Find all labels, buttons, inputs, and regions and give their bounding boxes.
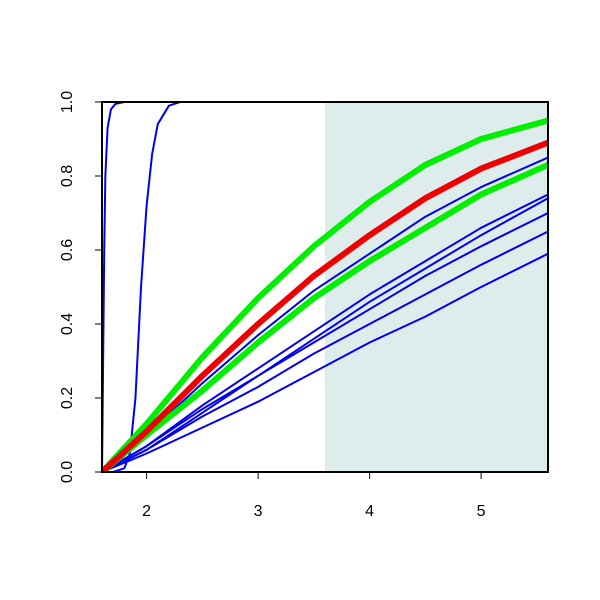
series-line	[102, 230, 548, 472]
y-tick-label: 0.8	[59, 165, 76, 187]
x-tick-label: 2	[142, 503, 151, 520]
y-tick-label: 0.2	[59, 387, 76, 409]
shaded-region	[325, 102, 548, 472]
x-tick-label: 4	[365, 503, 374, 520]
series-line	[102, 162, 548, 472]
series-line	[102, 197, 548, 472]
series-line	[102, 193, 548, 472]
series-line	[102, 212, 548, 472]
y-tick-label: 0.6	[59, 239, 76, 261]
y-tick-label: 0.0	[59, 461, 76, 483]
series-line	[102, 252, 548, 472]
y-tick-label: 0.4	[59, 313, 76, 335]
x-tick-label: 5	[477, 503, 486, 520]
plot-frame	[101, 101, 549, 473]
plot-area	[102, 102, 548, 472]
y-tick-label: 1.0	[59, 91, 76, 113]
x-tick-label: 3	[254, 503, 263, 520]
series-line	[102, 102, 548, 472]
series-line	[102, 117, 548, 472]
series-line	[102, 139, 548, 472]
